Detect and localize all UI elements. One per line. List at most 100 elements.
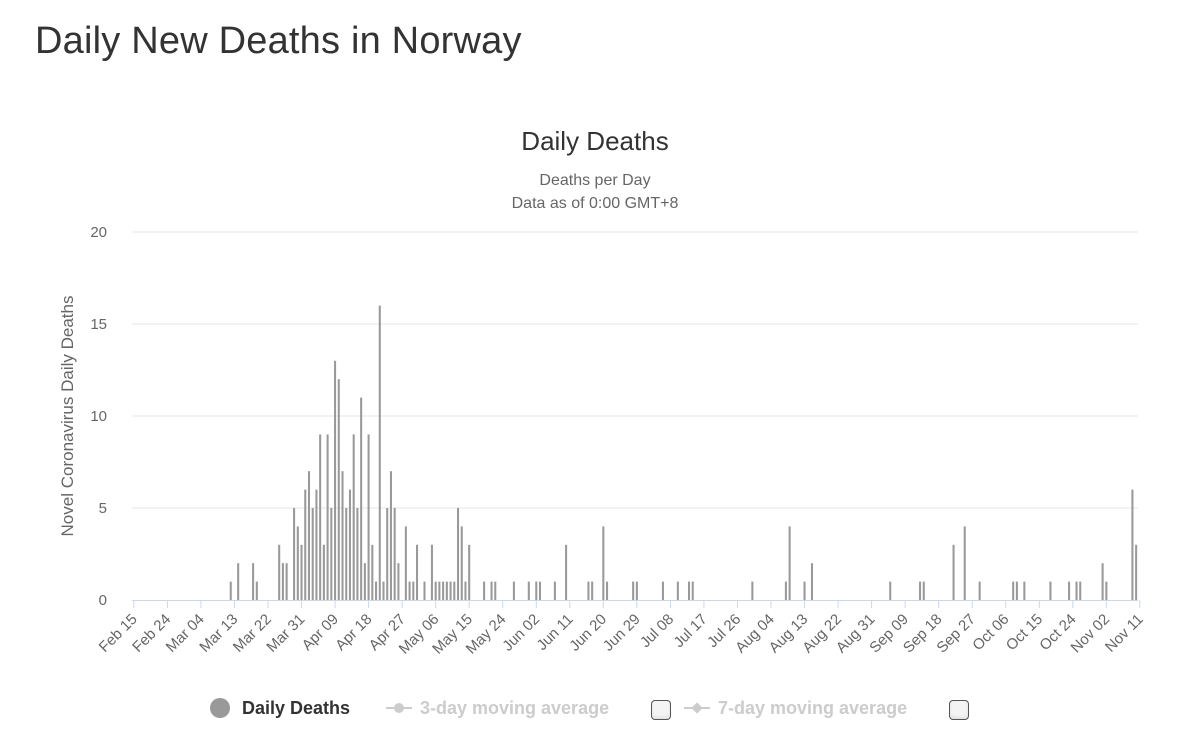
bar[interactable] <box>535 581 538 600</box>
bar[interactable] <box>751 581 754 600</box>
bar[interactable] <box>922 581 925 600</box>
bar[interactable] <box>456 508 460 600</box>
bar[interactable] <box>345 508 348 600</box>
bar-series-daily-deaths[interactable] <box>229 305 1138 600</box>
y-tick-label: 0 <box>99 592 107 609</box>
bar[interactable] <box>285 563 288 600</box>
bar[interactable] <box>606 581 609 600</box>
bar[interactable] <box>1012 581 1015 600</box>
bar[interactable] <box>889 581 892 600</box>
bar[interactable] <box>408 581 411 600</box>
bar[interactable] <box>1075 581 1078 600</box>
bar[interactable] <box>1023 581 1026 600</box>
bar[interactable] <box>691 581 694 600</box>
bar[interactable] <box>337 379 340 600</box>
bar[interactable] <box>963 526 966 600</box>
bar[interactable] <box>1135 544 1138 600</box>
bar[interactable] <box>378 305 381 600</box>
bar[interactable] <box>255 581 258 600</box>
bar[interactable] <box>367 434 370 600</box>
bar[interactable] <box>412 581 415 600</box>
bar[interactable] <box>300 544 303 600</box>
bar[interactable] <box>460 526 463 600</box>
bar[interactable] <box>602 526 605 600</box>
bar[interactable] <box>348 489 351 600</box>
bar[interactable] <box>319 434 322 600</box>
bar[interactable] <box>803 581 806 600</box>
legend-item-3-day-moving-average[interactable]: 3-day moving average <box>386 690 609 726</box>
bar[interactable] <box>281 563 284 600</box>
bar[interactable] <box>375 581 378 600</box>
bar[interactable] <box>527 581 530 600</box>
bar[interactable] <box>1079 581 1082 600</box>
bar[interactable] <box>632 581 635 600</box>
bar[interactable] <box>423 581 426 600</box>
bar[interactable] <box>1101 563 1104 600</box>
bar[interactable] <box>919 581 922 600</box>
bar[interactable] <box>468 544 471 600</box>
bar[interactable] <box>464 581 467 600</box>
bar[interactable] <box>442 581 445 600</box>
bar[interactable] <box>676 581 679 600</box>
bar[interactable] <box>315 489 318 600</box>
bar[interactable] <box>330 508 333 600</box>
bar[interactable] <box>512 581 515 600</box>
bar[interactable] <box>278 544 281 600</box>
bar[interactable] <box>587 581 590 600</box>
bar[interactable] <box>635 581 638 600</box>
bar[interactable] <box>229 581 232 600</box>
bar[interactable] <box>326 434 329 600</box>
bar[interactable] <box>1068 581 1071 600</box>
bar[interactable] <box>237 563 240 600</box>
bar[interactable] <box>661 581 664 600</box>
bar[interactable] <box>788 526 791 600</box>
bar[interactable] <box>416 544 419 600</box>
bar[interactable] <box>382 581 385 600</box>
bar[interactable] <box>538 581 542 600</box>
bar[interactable] <box>1105 581 1108 600</box>
bar[interactable] <box>591 581 594 600</box>
bar[interactable] <box>1131 489 1134 600</box>
bar[interactable] <box>1049 581 1052 600</box>
bar[interactable] <box>453 581 456 600</box>
bar[interactable] <box>688 581 691 600</box>
bar[interactable] <box>397 563 400 600</box>
legend-item-7-day-moving-average[interactable]: 7-day moving average <box>684 690 907 726</box>
legend-checkbox-3-day[interactable] <box>651 700 671 720</box>
bar[interactable] <box>445 581 448 600</box>
bar[interactable] <box>322 544 325 600</box>
bar[interactable] <box>389 471 392 600</box>
legend-checkbox-7-day[interactable] <box>949 700 969 720</box>
bar[interactable] <box>784 581 787 600</box>
legend-item-daily-deaths[interactable]: Daily Deaths <box>210 690 350 726</box>
bar[interactable] <box>371 544 374 600</box>
bar[interactable] <box>438 581 441 600</box>
bar[interactable] <box>952 544 955 600</box>
bar[interactable] <box>393 508 396 600</box>
bar[interactable] <box>363 563 366 600</box>
bar[interactable] <box>304 489 307 600</box>
bar[interactable] <box>1015 581 1018 600</box>
bar[interactable] <box>483 581 486 600</box>
bar[interactable] <box>553 581 556 600</box>
bar[interactable] <box>311 508 314 600</box>
bar[interactable] <box>352 434 355 600</box>
bar[interactable] <box>293 508 296 600</box>
bar[interactable] <box>565 544 568 600</box>
bar[interactable] <box>356 508 359 600</box>
bar[interactable] <box>296 526 299 600</box>
bar[interactable] <box>449 581 452 600</box>
bar[interactable] <box>307 471 311 600</box>
bar[interactable] <box>334 360 337 600</box>
bar[interactable] <box>430 544 433 600</box>
bar[interactable] <box>978 581 981 600</box>
bar[interactable] <box>341 471 344 600</box>
bar[interactable] <box>386 508 389 600</box>
bar[interactable] <box>490 581 493 600</box>
bar[interactable] <box>810 563 814 600</box>
bar[interactable] <box>404 526 407 600</box>
bar[interactable] <box>494 581 497 600</box>
bar[interactable] <box>252 563 255 600</box>
bar[interactable] <box>434 581 437 600</box>
bar[interactable] <box>360 397 363 600</box>
